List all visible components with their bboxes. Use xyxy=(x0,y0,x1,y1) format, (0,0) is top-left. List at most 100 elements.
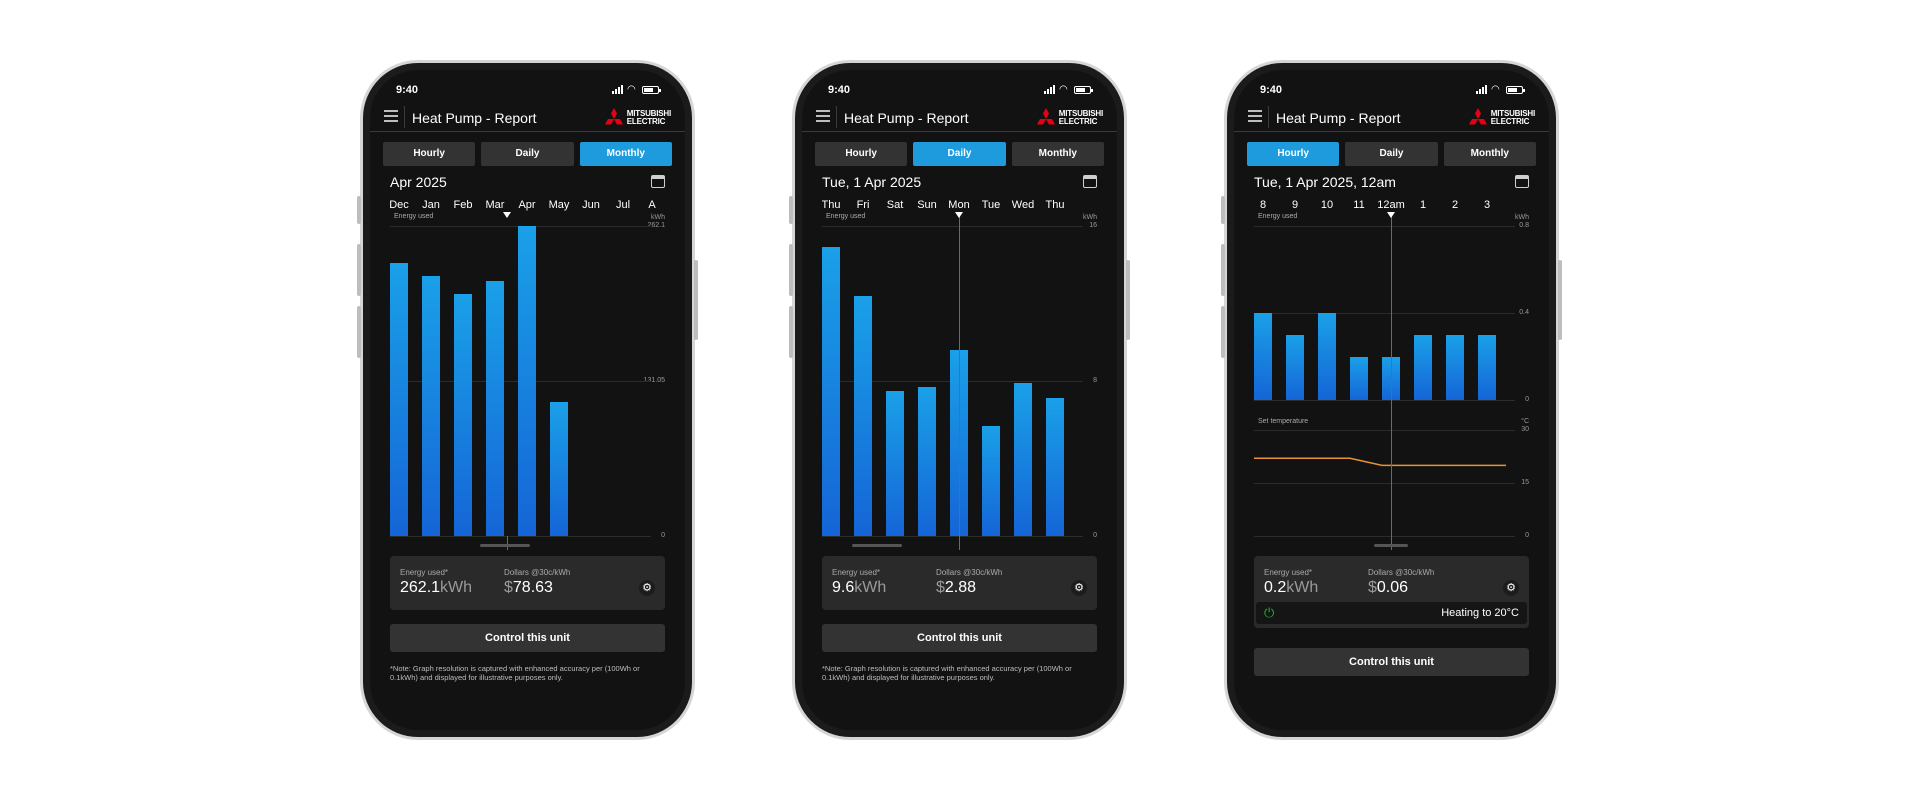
side-button xyxy=(1221,244,1225,296)
tab-hourly[interactable]: Hourly xyxy=(815,142,908,166)
side-button xyxy=(357,306,361,358)
gridline xyxy=(1254,536,1515,537)
scroll-handle[interactable] xyxy=(480,544,530,547)
gear-icon[interactable]: ⚙ xyxy=(1503,580,1519,596)
energy-bar[interactable] xyxy=(982,425,1000,536)
cursor-marker[interactable] xyxy=(1387,212,1395,218)
tick-label[interactable]: 8 xyxy=(1259,199,1267,211)
x-axis-ticks[interactable]: Dec Jan Feb Mar Apr May Jun Jul A xyxy=(390,199,665,212)
tab-monthly[interactable]: Monthly xyxy=(1443,142,1536,166)
energy-bar[interactable] xyxy=(422,275,440,536)
tick-label[interactable]: Thu xyxy=(822,199,841,211)
tab-monthly[interactable]: Monthly xyxy=(579,142,672,166)
energy-bar[interactable] xyxy=(1350,356,1368,400)
signal-icon xyxy=(612,85,623,94)
tick-label[interactable]: Thu xyxy=(1045,199,1065,211)
energy-unit: kWh xyxy=(440,579,473,596)
energy-bar[interactable] xyxy=(918,386,936,536)
energy-bar[interactable] xyxy=(1446,334,1464,400)
phone-monthly: 9:40 ◠ Heat Pump - Report MITSUBISHI ELEC… xyxy=(360,60,695,740)
tick-label[interactable]: 11 xyxy=(1353,199,1365,211)
tick-label[interactable]: 2 xyxy=(1451,199,1459,211)
tick-label[interactable]: Apr xyxy=(518,199,536,211)
calendar-icon[interactable] xyxy=(651,175,665,188)
cursor-marker[interactable] xyxy=(503,212,511,218)
tick-label[interactable]: Sat xyxy=(886,199,904,211)
tick-label[interactable]: Fri xyxy=(856,199,870,211)
tick-label[interactable]: A xyxy=(648,199,656,211)
power-icon[interactable]: ⏻ xyxy=(1264,605,1275,620)
tick-label[interactable]: Jun xyxy=(582,199,600,211)
tick-label[interactable]: Mar xyxy=(485,199,505,211)
energy-bar[interactable] xyxy=(486,280,504,536)
y-tick: 0.8 xyxy=(1519,222,1529,229)
tick-label[interactable]: Dec xyxy=(390,199,409,211)
y-tick: 131.05 xyxy=(643,377,665,384)
cursor-marker[interactable] xyxy=(955,212,963,218)
scroll-handle[interactable] xyxy=(1374,544,1408,547)
energy-bar[interactable] xyxy=(1286,334,1304,400)
tick-label[interactable]: 1 xyxy=(1419,199,1427,211)
tick-label[interactable]: Wed xyxy=(1011,199,1035,211)
unit-status-row[interactable]: ⏻ Heating to 20°C xyxy=(1256,602,1527,624)
side-button xyxy=(789,196,793,224)
scroll-handle[interactable] xyxy=(852,544,902,547)
x-axis-ticks[interactable]: Thu Fri Sat Sun Mon Tue Wed Thu xyxy=(822,199,1097,212)
mitsubishi-logo: MITSUBISHI ELECTRIC xyxy=(1035,108,1103,128)
energy-bar[interactable] xyxy=(1014,382,1032,536)
energy-bar[interactable] xyxy=(1478,334,1496,400)
tab-hourly[interactable]: Hourly xyxy=(1247,142,1340,166)
summary-card: Energy used* 9.6kWh Dollars @30c/kWh $2.… xyxy=(822,556,1097,610)
menu-icon[interactable] xyxy=(384,110,398,122)
tick-label[interactable]: Jan xyxy=(422,199,440,211)
energy-bar[interactable] xyxy=(550,402,568,536)
energy-bar[interactable] xyxy=(1318,313,1336,400)
x-axis-ticks[interactable]: 8 9 10 11 12am 1 2 3 xyxy=(1254,199,1529,212)
brand-line2: ELECTRIC xyxy=(1490,117,1530,126)
control-unit-button[interactable]: Control this unit xyxy=(390,624,665,652)
tab-daily[interactable]: Daily xyxy=(913,142,1006,166)
tick-label[interactable]: Sun xyxy=(917,199,937,211)
control-unit-button[interactable]: Control this unit xyxy=(822,624,1097,652)
dollars-label: Dollars @30c/kWh xyxy=(1368,568,1435,577)
dollars-value: $2.88 xyxy=(936,579,976,597)
calendar-icon[interactable] xyxy=(1515,175,1529,188)
tab-daily[interactable]: Daily xyxy=(481,142,574,166)
energy-bar[interactable] xyxy=(390,262,408,536)
energy-bar[interactable] xyxy=(822,247,840,536)
gear-icon[interactable]: ⚙ xyxy=(1071,580,1087,596)
energy-bar[interactable] xyxy=(1254,313,1272,400)
side-button xyxy=(789,244,793,296)
set-temperature-line xyxy=(1254,457,1506,467)
tick-label[interactable]: Jul xyxy=(615,199,631,211)
y-unit: kWh xyxy=(1083,214,1097,221)
energy-bar[interactable] xyxy=(854,295,872,536)
tick-label[interactable]: Tue xyxy=(981,199,1001,211)
brand-line1: MITSUBISHI xyxy=(626,109,671,118)
calendar-icon[interactable] xyxy=(1083,175,1097,188)
energy-bar[interactable] xyxy=(886,390,904,536)
energy-bar[interactable] xyxy=(454,293,472,536)
tick-label[interactable]: Mon xyxy=(948,199,970,211)
gridline xyxy=(1254,483,1515,484)
menu-icon[interactable] xyxy=(1248,110,1262,122)
y-tick: 0 xyxy=(1525,396,1529,403)
energy-bar[interactable] xyxy=(518,226,536,536)
gear-icon[interactable]: ⚙ xyxy=(639,580,655,596)
tick-label[interactable]: Feb xyxy=(453,199,473,211)
control-unit-button[interactable]: Control this unit xyxy=(1254,648,1529,676)
energy-bar[interactable] xyxy=(1046,398,1064,536)
tick-label[interactable]: 3 xyxy=(1483,199,1491,211)
tab-daily[interactable]: Daily xyxy=(1345,142,1438,166)
tab-monthly[interactable]: Monthly xyxy=(1011,142,1104,166)
energy-bar[interactable] xyxy=(1414,334,1432,400)
tab-hourly[interactable]: Hourly xyxy=(383,142,476,166)
gridline xyxy=(822,226,1083,227)
tick-label[interactable]: 10 xyxy=(1320,199,1334,211)
tick-label[interactable]: 9 xyxy=(1291,199,1299,211)
tick-label[interactable]: May xyxy=(548,199,570,211)
menu-icon[interactable] xyxy=(816,110,830,122)
signal-icon xyxy=(1476,85,1487,94)
tick-label[interactable]: 12am xyxy=(1377,199,1405,211)
